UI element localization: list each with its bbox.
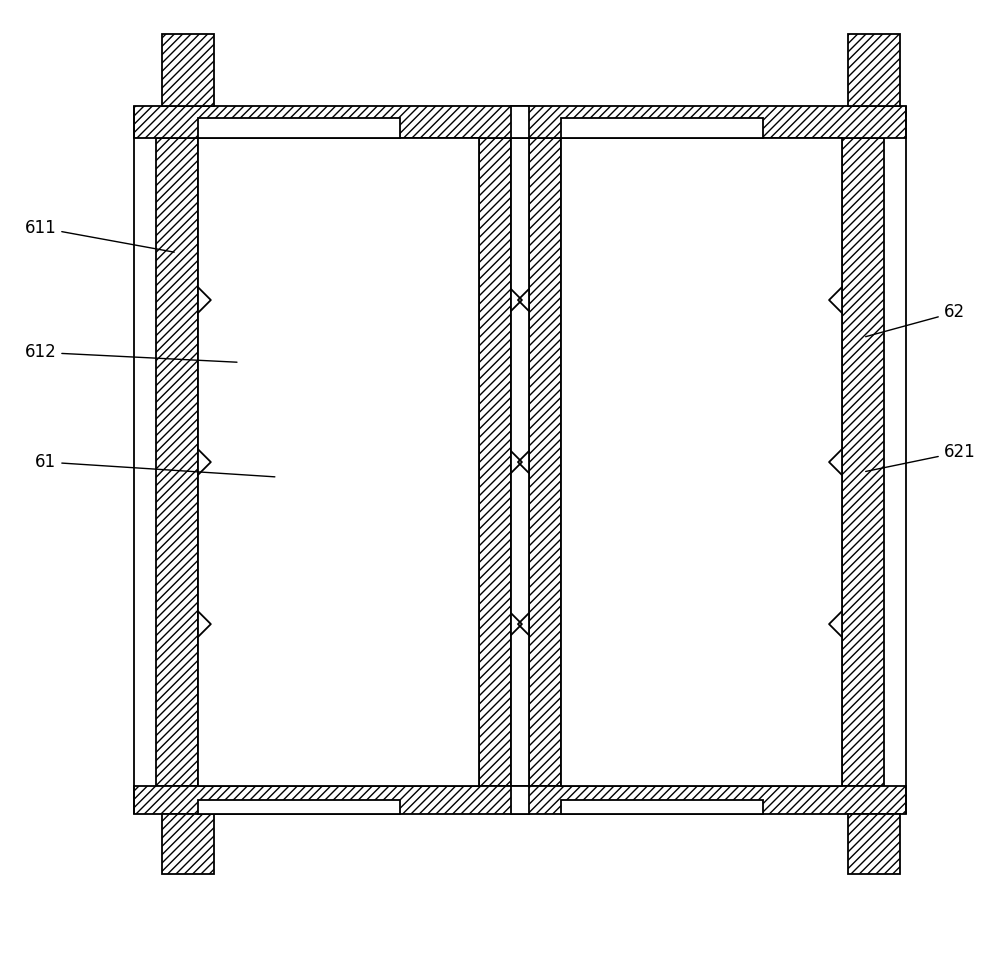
Text: 62: 62	[866, 304, 965, 337]
Bar	[848, 814, 900, 874]
Bar	[561, 138, 842, 786]
Bar	[156, 138, 198, 786]
Bar	[198, 118, 400, 138]
Text: 612: 612	[25, 343, 237, 363]
Bar	[511, 786, 529, 814]
Bar	[561, 118, 763, 138]
Bar	[848, 34, 900, 106]
Text: 61: 61	[35, 454, 275, 477]
Bar	[198, 138, 479, 786]
Bar	[561, 800, 763, 814]
Bar	[842, 138, 884, 786]
Bar	[134, 106, 906, 138]
Bar	[529, 138, 561, 786]
Bar	[162, 814, 214, 874]
Bar	[134, 786, 906, 814]
Bar	[162, 34, 214, 106]
Text: 621: 621	[866, 443, 975, 472]
Bar	[198, 800, 400, 814]
Text: 611: 611	[25, 219, 174, 252]
Bar	[479, 138, 511, 786]
Bar	[511, 106, 529, 138]
Bar	[511, 138, 529, 786]
